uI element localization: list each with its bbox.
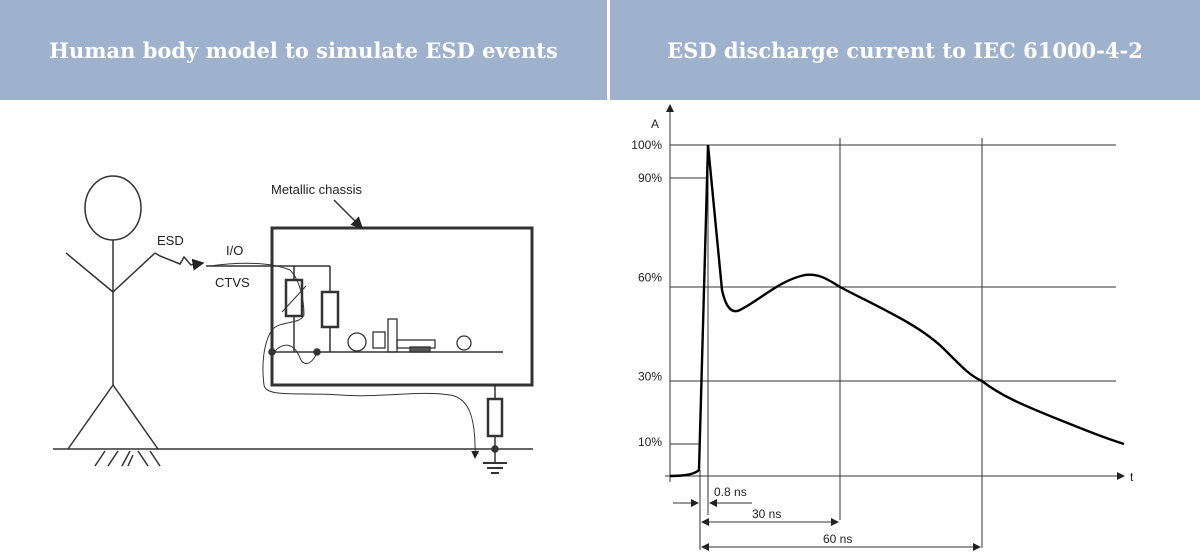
resistor [320,290,340,329]
earth-ground-icon [483,462,507,474]
esd-label: ESD [157,233,184,248]
left-panel-title: Human body model to simulate ESD events [0,0,607,100]
ground-resistor [486,397,504,438]
y-axis-label: A [651,117,659,131]
io-label: I/O [226,243,243,258]
x-axis-label: t [1130,470,1134,484]
y-tick-label: 10% [638,435,662,449]
esd-spark [154,252,205,271]
ctvs-label: CTVS [215,275,250,290]
right-panel-title: ESD discharge current to IEC 61000-4-2 [610,0,1200,100]
y-tick-label: 30% [638,370,662,384]
ground-hatch [94,450,161,467]
chassis-pointer [333,199,364,230]
human-body-model-diagram [53,175,534,474]
y-tick-label: 90% [638,171,662,185]
chassis-label: Metallic chassis [271,182,363,197]
annotation-30ns: 30 ns [752,507,781,521]
y-tick-label: 60% [638,270,662,284]
annotation-60ns: 60 ns [823,532,852,546]
annotation-0.8ns: 0.8 ns [714,485,747,499]
stick-figure [65,175,159,450]
metallic-chassis [270,226,534,387]
discharge-current-curve [669,144,1125,478]
board-components [347,318,472,353]
current-path [209,262,480,459]
esd-current-chart [665,104,1125,551]
y-tick-label: 100% [631,138,662,152]
